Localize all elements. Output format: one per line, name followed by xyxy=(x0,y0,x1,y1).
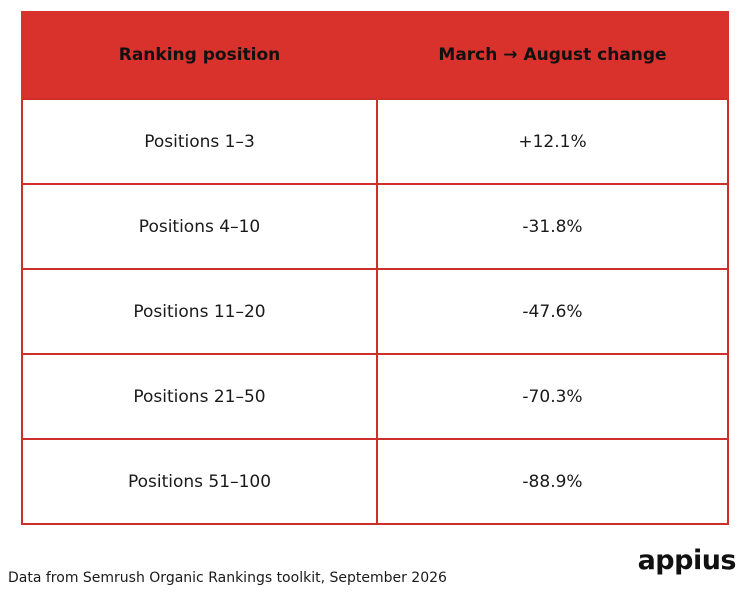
cell-change: -88.9% xyxy=(376,438,729,525)
source-note: Data from Semrush Organic Rankings toolk… xyxy=(8,570,447,586)
table-body: Positions 1–3 +12.1% Positions 4–10 -31.… xyxy=(21,98,729,525)
ranking-change-table-wrapper: Ranking position March → August change P… xyxy=(21,11,729,525)
table-row: Positions 21–50 -70.3% xyxy=(21,353,729,440)
table-row: Positions 51–100 -88.9% xyxy=(21,438,729,525)
cell-change: -47.6% xyxy=(376,268,729,355)
column-header-ranking-position: Ranking position xyxy=(21,11,378,99)
cell-position: Positions 1–3 xyxy=(21,98,378,185)
ranking-change-table: Ranking position March → August change P… xyxy=(21,11,729,525)
cell-change: +12.1% xyxy=(376,98,729,185)
cell-position: Positions 51–100 xyxy=(21,438,378,525)
header-row: Ranking position March → August change xyxy=(21,11,729,99)
table-row: Positions 1–3 +12.1% xyxy=(21,98,729,185)
cell-change: -70.3% xyxy=(376,353,729,440)
brand-logo: appius xyxy=(637,545,737,576)
table-row: Positions 11–20 -47.6% xyxy=(21,268,729,355)
column-header-change: March → August change xyxy=(376,11,729,99)
table-header: Ranking position March → August change xyxy=(21,11,729,99)
table-row: Positions 4–10 -31.8% xyxy=(21,183,729,270)
cell-position: Positions 21–50 xyxy=(21,353,378,440)
cell-position: Positions 4–10 xyxy=(21,183,378,270)
cell-position: Positions 11–20 xyxy=(21,268,378,355)
cell-change: -31.8% xyxy=(376,183,729,270)
